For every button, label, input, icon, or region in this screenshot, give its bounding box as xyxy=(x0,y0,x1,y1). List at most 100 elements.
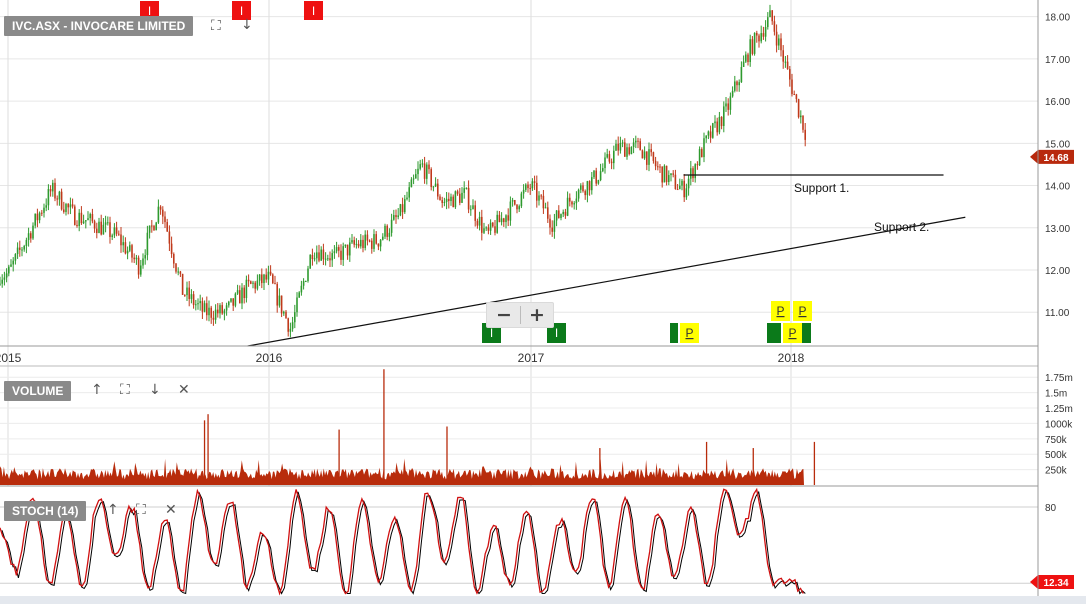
candle-up xyxy=(34,213,36,226)
support-line[interactable] xyxy=(247,216,966,347)
candle-down xyxy=(377,243,380,247)
expand-icon[interactable]: ⛶ xyxy=(211,18,221,34)
event-markers[interactable]: I I II I PP PP xyxy=(140,1,812,343)
candle-up xyxy=(393,215,395,220)
candle-down xyxy=(564,211,567,216)
close-icon[interactable]: ✕ xyxy=(165,502,177,518)
candle-down xyxy=(318,252,320,261)
candle-down xyxy=(272,274,274,284)
candle-up xyxy=(58,191,61,200)
price-tick-label: 18.00 xyxy=(1045,13,1070,24)
candle-up xyxy=(597,180,600,184)
candle-down xyxy=(641,150,644,159)
candle-up xyxy=(410,179,413,188)
trend-lines[interactable]: Support 1. Support 2. xyxy=(247,174,966,347)
event-marker-yellow[interactable] xyxy=(680,323,699,343)
arrow-up-icon[interactable]: ↑ xyxy=(107,502,119,518)
candle-down xyxy=(727,103,729,110)
candle-down xyxy=(751,39,754,54)
candle-down xyxy=(118,233,120,235)
candle-down xyxy=(646,151,648,165)
candle-down xyxy=(254,282,256,289)
candle-up xyxy=(199,301,201,304)
candle-down xyxy=(170,243,173,255)
candle-up xyxy=(43,207,45,213)
event-marker-green[interactable] xyxy=(482,323,501,343)
candle-up xyxy=(85,220,87,222)
candle-up xyxy=(613,150,615,164)
candle-up xyxy=(426,164,428,179)
candle-up xyxy=(65,204,67,213)
candle-up xyxy=(591,177,593,191)
candle-up xyxy=(520,193,523,207)
volume-panel[interactable]: 250k 500k 750k 1000k 1.25m 1.5m 1.75m xyxy=(0,369,1073,485)
candle-up xyxy=(140,265,142,275)
stoch-panel[interactable]: 8020 12.34 xyxy=(0,487,1074,596)
price-tick-label: 13.00 xyxy=(1045,224,1070,235)
event-marker-yellow[interactable] xyxy=(771,301,790,321)
arrow-down-icon[interactable]: ↓ xyxy=(241,17,253,33)
event-marker-label: P xyxy=(685,326,693,340)
candle-up xyxy=(544,207,547,209)
candle-down xyxy=(795,94,798,100)
candle-down xyxy=(428,164,430,170)
candle-up xyxy=(599,171,602,181)
event-marker-red[interactable] xyxy=(232,1,251,20)
candle-up xyxy=(327,258,329,260)
candle-down xyxy=(608,154,611,162)
candle-up xyxy=(778,38,780,46)
price-tick-label: 16.00 xyxy=(1045,97,1070,108)
candle-up xyxy=(553,220,556,232)
volume-tick-label: 750k xyxy=(1045,435,1068,446)
candle-down xyxy=(173,254,175,264)
candle-up xyxy=(626,147,628,157)
event-marker-red[interactable] xyxy=(304,1,323,20)
candle-down xyxy=(654,160,657,167)
stoch-value-tag: 12.34 xyxy=(1030,575,1074,589)
candle-up xyxy=(14,254,17,261)
price-panel[interactable]: Support 1.Support 2. I I II I PP PP 11.0012.0… xyxy=(0,0,1074,486)
expand-icon[interactable]: ⛶ xyxy=(136,502,146,518)
arrow-down-icon[interactable]: ↓ xyxy=(149,382,161,398)
event-marker-label: P xyxy=(788,326,796,340)
candle-down xyxy=(265,274,267,280)
candle-up xyxy=(126,250,129,254)
candle-up xyxy=(562,211,564,215)
candle-down xyxy=(507,215,509,221)
event-marker-red[interactable] xyxy=(140,1,159,20)
candle-up xyxy=(186,287,188,296)
candle-up xyxy=(434,183,437,187)
candle-up xyxy=(333,251,336,254)
candle-down xyxy=(285,311,287,319)
event-marker-green[interactable] xyxy=(547,323,566,343)
event-marker-yellow[interactable] xyxy=(783,323,802,343)
candle-down xyxy=(80,212,83,224)
candle-up xyxy=(10,264,12,267)
zoom-out-icon[interactable]: − xyxy=(496,304,512,326)
candle-up xyxy=(320,249,322,261)
candle-up xyxy=(723,106,725,127)
candle-up xyxy=(690,168,692,179)
zoom-in-icon[interactable]: + xyxy=(529,304,545,326)
marker-green-edge xyxy=(802,323,811,343)
candle-down xyxy=(366,234,369,241)
event-marker-yellow[interactable] xyxy=(793,301,812,321)
event-marker-label: I xyxy=(555,326,558,340)
candle-down xyxy=(54,182,56,199)
candle-down xyxy=(659,166,661,168)
close-icon[interactable]: ✕ xyxy=(178,382,190,398)
candle-up xyxy=(685,188,688,198)
candle-down xyxy=(175,263,177,272)
arrow-up-icon[interactable]: ↑ xyxy=(91,382,103,398)
candle-up xyxy=(214,309,217,320)
candle-up xyxy=(0,283,1,285)
candle-down xyxy=(153,225,155,231)
expand-icon[interactable]: ⛶ xyxy=(120,382,130,398)
volume-axis: 250k 500k 750k 1000k 1.25m 1.5m 1.75m xyxy=(1045,373,1073,476)
candle-down xyxy=(494,226,496,233)
candle-up xyxy=(593,170,595,178)
candle-down xyxy=(423,163,426,179)
candle-down xyxy=(514,199,516,205)
candle-down xyxy=(481,216,483,233)
